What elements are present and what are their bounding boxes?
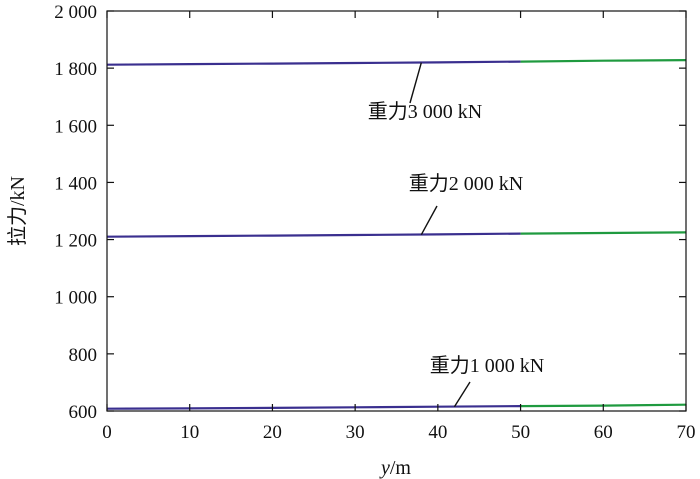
annotation-leader-2 (420, 205, 438, 236)
x-axis-title: y/m (379, 457, 411, 479)
y-tick-label: 1 400 (54, 173, 97, 194)
y-tick-label: 2 000 (54, 2, 97, 23)
x-axis-variable: y (379, 457, 390, 479)
x-tick-label: 20 (263, 422, 282, 443)
plot-frame (106, 10, 687, 412)
annotation-leader-1 (409, 62, 422, 104)
x-tick-label: 0 (102, 422, 112, 443)
y-tick-label: 600 (69, 402, 98, 423)
annotation-label-3: 重力1 000 kN (430, 354, 544, 377)
x-tick-label: 40 (428, 422, 447, 443)
series-2-line-left (106, 232, 521, 238)
annotation-label-1: 重力3 000 kN (368, 100, 482, 123)
annotation-leader-3 (453, 381, 471, 408)
x-tick-label: 60 (594, 422, 613, 443)
series-1-line-right (520, 59, 687, 63)
annotation-label-2: 重力2 000 kN (409, 172, 523, 195)
x-axis-unit: /m (390, 457, 412, 479)
series-2-line-right (520, 231, 687, 235)
ticks: 0 10 20 30 40 50 60 70 600 800 1 000 1 200 1 400 1 60… (54, 2, 695, 443)
series-3-line-left (106, 405, 521, 410)
y-tick-label: 1 200 (54, 231, 97, 252)
x-tick-label: 10 (180, 422, 199, 443)
axes (106, 10, 687, 412)
x-tick-label: 50 (511, 422, 530, 443)
y-tick-label: 800 (69, 345, 98, 366)
y-tick-label: 1 600 (54, 116, 97, 137)
y-axis-title: 拉力/kN (6, 176, 29, 246)
y-tick-label: 1 800 (54, 59, 97, 80)
x-tick-label: 70 (677, 422, 696, 443)
annotations: 重力3 000 kN 重力2 000 kN 重力1 000 kN (368, 62, 544, 408)
series-1-line-left (106, 60, 521, 66)
y-tick-label: 1 000 (54, 288, 97, 309)
x-tick-label: 30 (346, 422, 365, 443)
